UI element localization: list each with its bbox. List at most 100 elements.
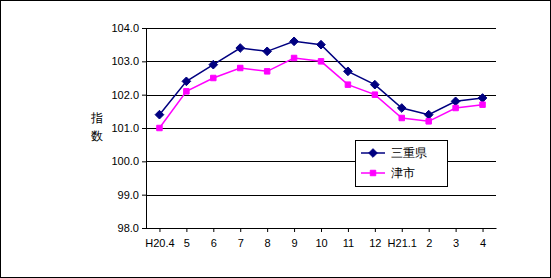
x-axis: H20.4 5 6 7 8 9 10 11 12 H21.1 2 3 4 (145, 228, 496, 249)
series-point (155, 110, 164, 119)
y-tick-label: 103.0 (111, 55, 139, 67)
y-tick: 103.0 (111, 55, 146, 67)
x-tick: 12 (369, 228, 381, 249)
x-tick: 11 (343, 228, 354, 249)
x-tick-label: 5 (184, 237, 190, 249)
y-tick: 101.0 (111, 122, 146, 134)
x-tick: 4 (480, 228, 486, 249)
x-tick-label: H20.4 (145, 237, 174, 249)
series-point (478, 94, 487, 103)
grid-line (146, 28, 496, 29)
series-point (344, 67, 353, 76)
x-tick: 9 (292, 228, 298, 249)
legend-box (356, 141, 448, 187)
x-tick-mark (348, 228, 349, 232)
grid (146, 29, 496, 229)
x-tick-label: 9 (292, 237, 298, 249)
x-tick: H20.4 (145, 228, 174, 249)
legend-label: 三重県 (391, 146, 427, 160)
x-tick-mark (267, 228, 268, 232)
x-tick-label: 3 (453, 237, 459, 249)
series-point (236, 44, 245, 53)
series-point (290, 37, 299, 46)
y-tick-mark (142, 128, 146, 129)
grid-line (146, 195, 496, 196)
x-tick: 5 (184, 228, 190, 249)
x-tick: 2 (426, 228, 432, 249)
chart-border (1, 1, 551, 278)
x-tick-mark (240, 228, 241, 232)
y-tick-label: 104.0 (111, 22, 139, 34)
series-point (453, 105, 458, 110)
x-tick-label: 2 (426, 237, 432, 249)
x-tick-mark (375, 228, 376, 232)
x-tick: 7 (238, 228, 244, 249)
y-tick-label: 100.0 (111, 155, 139, 167)
x-tick-mark (456, 228, 457, 232)
x-tick-mark (321, 228, 322, 232)
series-point (345, 82, 350, 87)
x-tick-label: H21.1 (388, 237, 417, 249)
y-axis-title: 指数 (90, 111, 103, 143)
y-axis: 98.0 99.0 100.0 101.0 102.0 103.0 104.0 (111, 22, 146, 234)
y-tick-mark (142, 161, 146, 162)
y-tick-mark (142, 28, 146, 29)
legend-marker (369, 149, 378, 158)
plot-area (155, 37, 487, 131)
legend-label: 津市 (391, 166, 415, 180)
series-line (159, 41, 482, 114)
series-point (397, 104, 406, 113)
series-point (372, 92, 377, 97)
series-point (399, 115, 404, 120)
x-tick-mark (159, 228, 160, 232)
x-tick-mark (186, 228, 187, 232)
series-point (211, 75, 216, 80)
x-tick-mark (483, 228, 484, 232)
x-tick-label: 7 (238, 237, 244, 249)
x-tick: 6 (211, 228, 217, 249)
y-tick-mark (142, 95, 146, 96)
x-tick-mark (429, 228, 430, 232)
x-tick-label: 10 (315, 237, 327, 249)
x-tick-mark (402, 228, 403, 232)
x-tick: 8 (265, 228, 271, 249)
series-point (237, 65, 242, 70)
series-point (424, 110, 433, 119)
y-tick: 104.0 (111, 22, 146, 34)
series-point (184, 89, 189, 94)
series-point (291, 55, 296, 60)
series-point (371, 80, 380, 89)
y-tick: 99.0 (118, 189, 146, 201)
grid-line (146, 128, 496, 129)
series-point (451, 97, 460, 106)
legend: 三重県津市 (356, 141, 448, 187)
series-point (264, 69, 269, 74)
x-tick: 10 (315, 228, 327, 249)
grid-line (146, 95, 496, 96)
legend-marker (370, 170, 375, 175)
y-tick-mark (142, 195, 146, 196)
y-tick: 100.0 (111, 155, 146, 167)
series-point (317, 40, 326, 49)
series-point (263, 47, 272, 56)
series-line (159, 58, 482, 128)
x-tick-label: 11 (343, 237, 354, 249)
x-tick-label: 8 (265, 237, 271, 249)
chart: 98.0 99.0 100.0 101.0 102.0 103.0 104.0 H20.4 5 6… (0, 0, 551, 278)
y-tick-label: 98.0 (118, 222, 139, 234)
series-point (157, 125, 162, 130)
series-point (209, 60, 218, 69)
x-tick-label: 4 (480, 237, 486, 249)
x-tick-mark (213, 228, 214, 232)
x-tick-mark (294, 228, 295, 232)
y-tick-mark (142, 61, 146, 62)
series-point (182, 77, 191, 86)
y-tick-mark (142, 228, 146, 229)
series-point (318, 59, 323, 64)
x-tick-label: 6 (211, 237, 217, 249)
y-tick: 102.0 (111, 89, 146, 101)
y-tick-label: 99.0 (118, 189, 139, 201)
series-point (426, 119, 431, 124)
y-tick-label: 102.0 (111, 89, 139, 101)
series-point (480, 102, 485, 107)
